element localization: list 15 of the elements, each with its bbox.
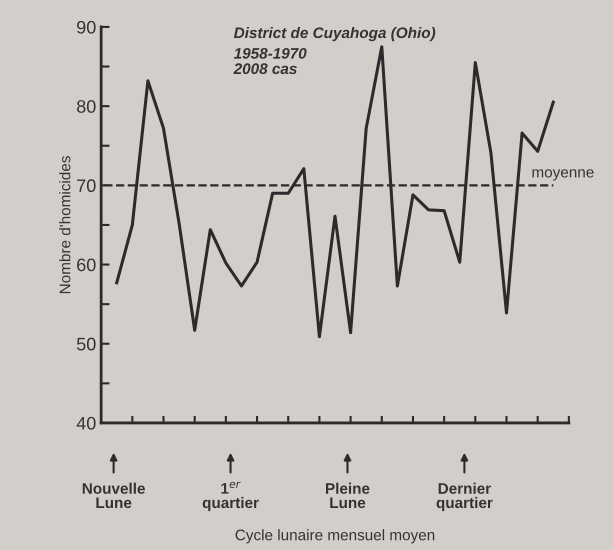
text: Dernier quartier: [436, 482, 493, 512]
text: Cycle lunaire mensuel moyen: [236, 529, 434, 544]
y-axis-title: Nombre d'homicides: [59, 156, 70, 294]
y-tick-label: 50: [76, 338, 96, 350]
text: 1$^{er}$ quartier: [202, 482, 259, 512]
y-tick-label: 70: [77, 179, 96, 192]
y-tick-label: 90: [77, 20, 96, 34]
text: Nouvelle Lune: [82, 482, 145, 508]
text: Pleine Lune: [326, 482, 370, 508]
y-tick-label: 40: [76, 416, 96, 430]
chart-title: District de Cuyahoga (Ohio): [234, 26, 436, 42]
ref-line-label: moyenne: [532, 169, 594, 181]
y-tick-label: 80: [76, 100, 96, 113]
text: 1958-1970 2008 cas: [233, 48, 307, 74]
y-tick-label: 60: [77, 258, 96, 272]
